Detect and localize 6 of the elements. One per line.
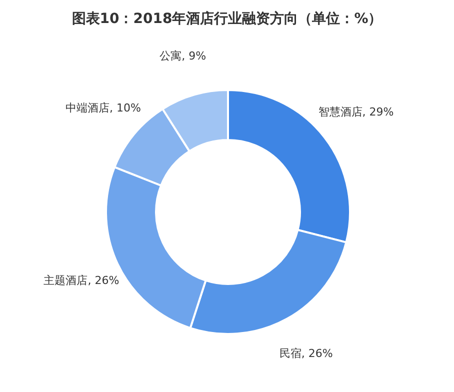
- slice-label: 智慧酒店, 29%: [318, 106, 394, 119]
- slice-label: 民宿, 26%: [279, 346, 333, 360]
- slice-label: 中端酒店, 10%: [65, 102, 141, 115]
- slice-label: 公寓, 9%: [160, 49, 206, 62]
- chart-title: 图表10：2018年酒店行业融资方向（单位：%）: [72, 10, 382, 27]
- slice-label: 主题酒店, 26%: [44, 274, 120, 287]
